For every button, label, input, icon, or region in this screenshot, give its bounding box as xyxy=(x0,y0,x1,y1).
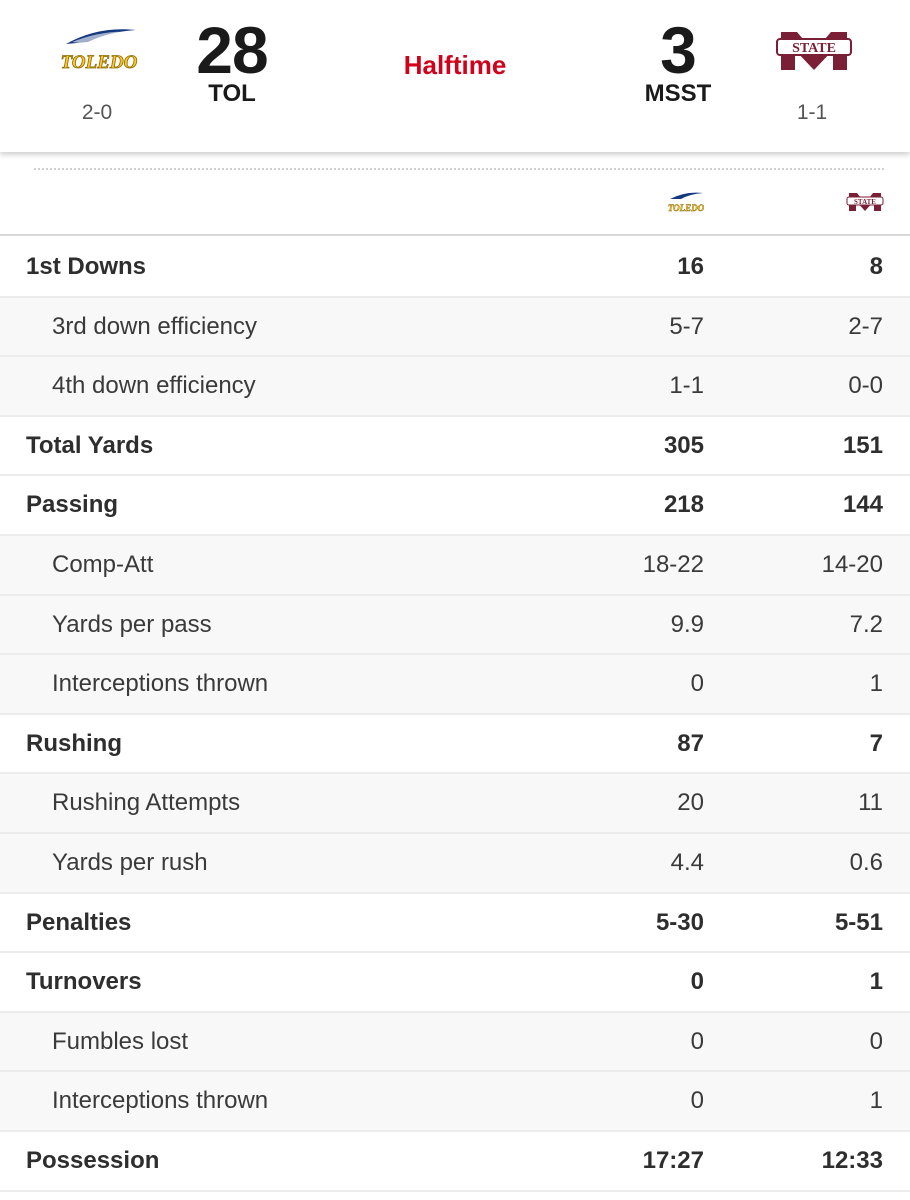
msst-stat-value: 8 xyxy=(869,253,883,280)
stat-row: Penalties 5-30 5-51 xyxy=(0,893,910,954)
stat-row: Rushing 87 7 xyxy=(0,714,910,775)
msst-stat-value: 151 xyxy=(842,431,883,459)
stat-label: Possession xyxy=(26,1146,160,1174)
stat-label: Total Yards xyxy=(26,431,154,459)
msst-stat-value: 144 xyxy=(842,491,883,519)
msst-record: 1-1 xyxy=(796,101,828,124)
toledo-stat-value: 17:27 xyxy=(642,1146,704,1174)
msst-stat-value: 1 xyxy=(869,1087,883,1115)
stat-row: 4th down efficiency 1-1 0-0 xyxy=(0,357,910,417)
msst-stat-value: 0.6 xyxy=(849,848,883,876)
toledo-stat-value: 18-22 xyxy=(642,550,704,578)
stat-row: Turnovers 0 1 xyxy=(0,953,910,1013)
toledo-stat-value: 0 xyxy=(690,968,704,996)
game-status: Halftime xyxy=(403,50,507,80)
stat-label: Yards per pass xyxy=(52,610,212,638)
stat-label: Interceptions thrown xyxy=(52,670,269,698)
stat-label: Penalties xyxy=(26,908,132,936)
toledo-stat-value: 1-1 xyxy=(669,372,704,400)
stat-label: 1st Downs xyxy=(26,253,147,280)
msst-logo[interactable]: STATE xyxy=(775,26,853,76)
stat-row: Rushing Attempts 20 11 xyxy=(0,774,910,834)
stat-label: Fumbles lost xyxy=(52,1027,189,1055)
toledo-stat-value: 0 xyxy=(690,1027,704,1055)
toledo-stat-value: 5-7 xyxy=(669,312,704,340)
toledo-mini-logo-text: TOLEDO xyxy=(668,203,705,213)
toledo-stat-value: 305 xyxy=(663,431,704,459)
msst-stat-value: 5-51 xyxy=(834,908,883,936)
msst-stat-value: 12:33 xyxy=(821,1146,883,1174)
stat-label: Comp-Att xyxy=(52,550,154,578)
toledo-stat-value: 0 xyxy=(690,670,704,698)
stat-row: Comp-Att 18-22 14-20 xyxy=(0,535,910,596)
stat-label: 3rd down efficiency xyxy=(52,312,258,340)
msst-stat-value: 2-7 xyxy=(848,312,883,340)
msst-stat-value: 0 xyxy=(869,1027,883,1055)
msst-stat-value: 11 xyxy=(858,789,883,817)
msst-mini-logo-text: STATE xyxy=(854,198,876,206)
toledo-score: 28 xyxy=(196,13,268,87)
msst-stat-value: 14-20 xyxy=(821,550,883,578)
toledo-record: 2-0 xyxy=(81,101,113,124)
toledo-stat-value: 87 xyxy=(677,729,704,757)
msst-stat-value: 7.2 xyxy=(849,610,883,638)
stat-row: Possession 17:27 12:33 xyxy=(0,1131,910,1192)
stat-label: Rushing xyxy=(26,729,122,757)
stat-label: Yards per rush xyxy=(52,848,208,876)
stat-label: 4th down efficiency xyxy=(52,372,256,400)
stat-row: Yards per rush 4.4 0.6 xyxy=(0,833,910,894)
msst-abbr: MSST xyxy=(644,80,712,107)
msst-stat-value: 0-0 xyxy=(848,372,883,400)
stats-column-header: TOLEDO STATE xyxy=(0,174,910,236)
toledo-stat-value: 218 xyxy=(663,491,704,519)
toledo-logo[interactable]: TOLEDO xyxy=(58,24,140,76)
dotted-divider xyxy=(34,168,884,170)
msst-stat-value: 1 xyxy=(869,968,883,996)
scoreboard-header: TOLEDO 2-0 28 TOL Halftime 3 MSST STATE … xyxy=(0,0,910,152)
toledo-stat-value: 0 xyxy=(690,1087,704,1115)
stat-label: Passing xyxy=(26,491,119,519)
stat-row: Interceptions thrown 0 1 xyxy=(0,1072,910,1132)
toledo-abbr: TOL xyxy=(208,80,256,107)
toledo-mini-logo: TOLEDO xyxy=(667,190,705,214)
stats-rows: 1st Downs 16 8 3rd down efficiency 5-7 2-7 4th… xyxy=(0,238,910,1192)
msst-stat-value: 7 xyxy=(869,729,883,757)
stat-row: Interceptions thrown 0 1 xyxy=(0,655,910,715)
toledo-stat-value: 16 xyxy=(677,253,704,280)
toledo-stat-value: 9.9 xyxy=(670,610,704,638)
stat-row: 1st Downs 16 8 xyxy=(0,238,910,298)
stat-row: Total Yards 305 151 xyxy=(0,416,910,477)
stat-row: Fumbles lost 0 0 xyxy=(0,1012,910,1073)
msst-stat-value: 1 xyxy=(869,670,883,698)
toledo-stat-value: 20 xyxy=(677,789,704,817)
msst-mini-logo: STATE xyxy=(846,190,884,214)
stat-row: Passing 218 144 xyxy=(0,476,910,536)
stat-row: 3rd down efficiency 5-7 2-7 xyxy=(0,297,910,358)
msst-score: 3 xyxy=(660,13,697,87)
stat-row: Yards per pass 9.9 7.2 xyxy=(0,595,910,656)
msst-logo-text: STATE xyxy=(792,41,836,56)
toledo-stat-value: 5-30 xyxy=(655,908,704,936)
toledo-logo-text: TOLEDO xyxy=(61,52,138,73)
stat-label: Rushing Attempts xyxy=(52,789,241,817)
stat-label: Turnovers xyxy=(26,968,142,996)
stat-label: Interceptions thrown xyxy=(52,1087,269,1115)
toledo-stat-value: 4.4 xyxy=(670,848,704,876)
